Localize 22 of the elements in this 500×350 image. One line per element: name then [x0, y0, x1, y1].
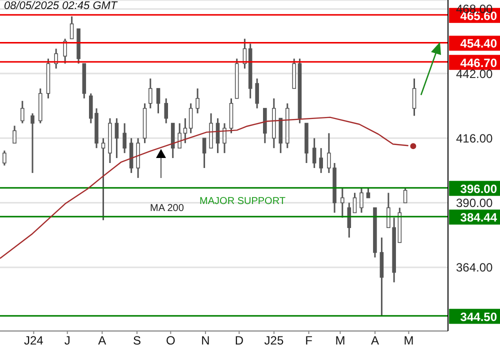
x-tick-label: A [98, 334, 106, 348]
annotation: MAJOR SUPPORT [200, 196, 286, 207]
ref-line-label: 396.00 [460, 182, 498, 196]
ref-line-label: 384.44 [460, 210, 498, 225]
x-tick-label: J25 [264, 334, 284, 348]
y-tick-label: 364.00 [456, 260, 494, 275]
x-tick-label: M [404, 334, 414, 348]
annotation: MA 200 [150, 203, 184, 214]
x-tick-label: J [64, 334, 70, 348]
y-tick-label: 416.00 [456, 131, 494, 146]
chart-title: 08/05/2025 02:45 GMT [4, 0, 118, 12]
y-tick-label: 390.00 [456, 196, 494, 210]
x-tick-label: N [201, 334, 210, 348]
x-tick-label: F [305, 334, 312, 348]
x-tick-label: D [234, 334, 244, 348]
ref-line-label: 344.50 [460, 310, 498, 324]
x-tick-label: M [335, 334, 346, 348]
x-tick-label: S [132, 334, 141, 348]
x-tick-label: A [371, 334, 380, 348]
ref-line-label: 454.40 [460, 36, 498, 51]
x-tick-label: O [166, 334, 176, 348]
x-tick-label: J24 [24, 334, 44, 348]
